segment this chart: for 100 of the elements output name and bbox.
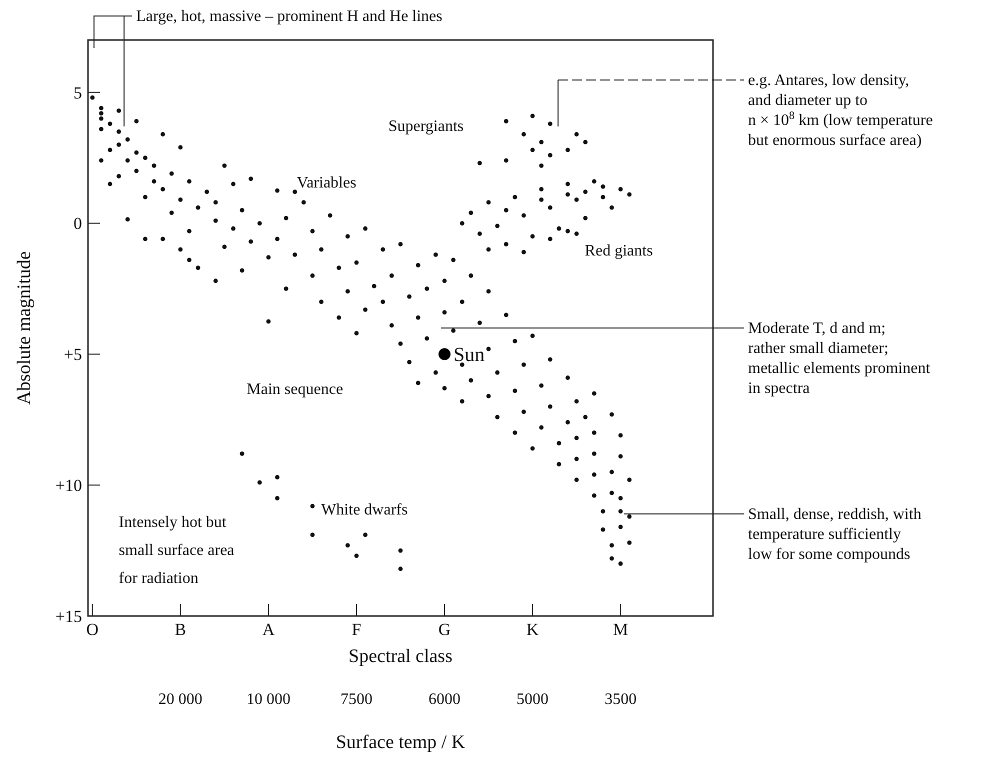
point (618, 509, 623, 514)
text: 3500 (604, 691, 637, 708)
point (240, 268, 244, 273)
point (398, 548, 403, 553)
point (240, 451, 244, 456)
point (566, 182, 570, 186)
point (600, 527, 606, 532)
point (160, 236, 166, 242)
point (610, 470, 614, 474)
annotation: Intensely hot but small surface area for radiation (118, 514, 234, 587)
point (468, 378, 474, 383)
point (231, 226, 236, 231)
text: 10 000 (246, 691, 290, 708)
point (504, 118, 508, 124)
point (478, 232, 482, 236)
x-tick-label: O (86, 620, 99, 639)
point (539, 198, 544, 202)
point (530, 446, 535, 451)
point (336, 315, 342, 320)
point (275, 475, 280, 480)
point (178, 198, 183, 202)
point (116, 129, 122, 134)
point (345, 289, 350, 294)
point (583, 190, 588, 194)
point (196, 266, 200, 270)
point (583, 140, 588, 144)
y-axis-title: Absolute magnitude (14, 251, 35, 405)
point (486, 200, 491, 205)
text: Large, hot, massive – prominent H and He lines (136, 8, 442, 25)
text: 20 000 (158, 691, 202, 708)
point (539, 163, 544, 168)
point (108, 148, 112, 152)
point (160, 187, 166, 192)
point (522, 132, 526, 136)
point (438, 348, 451, 360)
point (468, 210, 474, 215)
annotation: Variables (296, 174, 356, 192)
point (486, 346, 491, 352)
point (610, 556, 614, 561)
point (486, 247, 491, 252)
point (116, 174, 122, 178)
point (275, 236, 280, 242)
point (99, 158, 104, 163)
point (610, 490, 614, 496)
point (627, 514, 632, 519)
point (416, 380, 420, 386)
annotation: Supergiants (388, 118, 464, 136)
point (434, 370, 438, 375)
text: e.g. Antares, low density, and diameter up to n × 10$^{8}$ km (low temperature but enormous surface area) (748, 72, 933, 149)
series-label: Sun (454, 344, 485, 366)
x-tick-label: M (613, 620, 628, 639)
point (310, 532, 315, 538)
point (627, 192, 632, 197)
x-tick-label: F (352, 620, 362, 639)
text: 6000 (428, 691, 461, 708)
point (292, 252, 298, 257)
point (319, 300, 324, 304)
point (380, 300, 386, 304)
text: Moderate T, d and m; rather small diameter; metallic elements prominent in spectra (748, 320, 931, 397)
annotation: Red giants (584, 242, 653, 260)
point (275, 496, 280, 500)
point (248, 239, 254, 244)
point (627, 540, 632, 545)
point (566, 192, 570, 197)
x2-axis-title: Surface temp / K (336, 732, 466, 753)
point (574, 198, 579, 202)
annotation: Small, dense, reddish, with temperature sufficiently low for some compounds (748, 506, 922, 563)
x-axis-title: Spectral class (348, 646, 452, 667)
point (592, 451, 596, 456)
point (574, 456, 579, 462)
point (600, 194, 606, 200)
point (486, 394, 491, 398)
y-tick-label: +5 (64, 345, 82, 364)
point (512, 388, 518, 394)
point (574, 132, 579, 136)
point (424, 336, 430, 341)
point (99, 111, 104, 116)
point (116, 142, 122, 147)
point (522, 410, 526, 414)
point (512, 430, 518, 435)
point (125, 217, 130, 222)
point (125, 158, 130, 163)
point (354, 554, 359, 558)
point (522, 250, 526, 254)
point (451, 328, 456, 333)
point (213, 218, 218, 223)
point (618, 496, 623, 500)
x-tick-label: A (262, 620, 276, 639)
point (512, 194, 518, 200)
point (556, 462, 562, 466)
point (354, 331, 359, 336)
point (592, 493, 596, 498)
point (556, 226, 562, 231)
point (442, 310, 447, 314)
point (504, 158, 508, 163)
point (152, 179, 156, 184)
point (530, 234, 535, 239)
point (566, 228, 570, 234)
point (495, 414, 500, 420)
point (416, 315, 420, 320)
